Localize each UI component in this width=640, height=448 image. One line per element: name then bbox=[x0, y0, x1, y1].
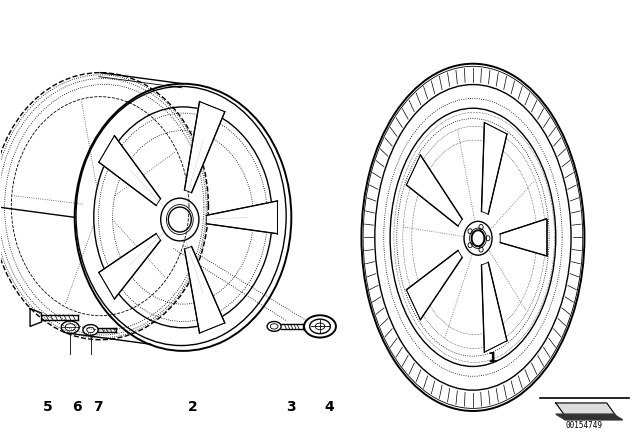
Polygon shape bbox=[99, 136, 161, 206]
Text: 3: 3 bbox=[287, 401, 296, 414]
Text: 2: 2 bbox=[188, 401, 197, 414]
Polygon shape bbox=[406, 250, 462, 320]
Polygon shape bbox=[99, 233, 161, 299]
Polygon shape bbox=[549, 402, 613, 418]
Polygon shape bbox=[481, 263, 507, 352]
Polygon shape bbox=[556, 414, 623, 420]
Polygon shape bbox=[556, 403, 616, 416]
Text: 7: 7 bbox=[93, 401, 103, 414]
Text: 4: 4 bbox=[324, 401, 335, 414]
Polygon shape bbox=[206, 201, 277, 234]
Text: 00154749: 00154749 bbox=[566, 421, 603, 430]
Polygon shape bbox=[481, 123, 507, 214]
Polygon shape bbox=[406, 155, 462, 226]
Text: 5: 5 bbox=[42, 401, 52, 414]
Polygon shape bbox=[184, 246, 225, 333]
Text: 1: 1 bbox=[487, 351, 497, 365]
Polygon shape bbox=[500, 219, 547, 256]
Polygon shape bbox=[184, 102, 225, 193]
Text: 6: 6 bbox=[72, 401, 81, 414]
